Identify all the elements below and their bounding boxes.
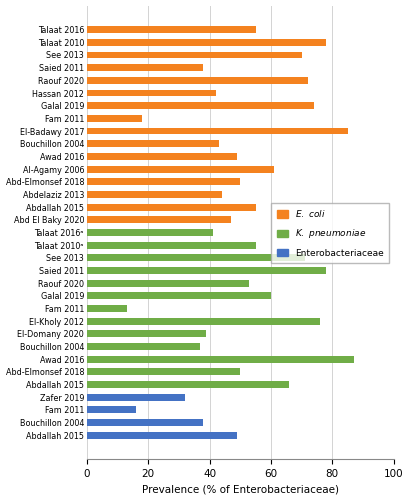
Bar: [87, 115, 142, 122]
Bar: [87, 267, 326, 274]
Bar: [87, 292, 271, 299]
Bar: [87, 26, 256, 33]
Bar: [87, 191, 222, 198]
Bar: [87, 318, 320, 324]
Bar: [87, 140, 219, 147]
Bar: [87, 254, 305, 261]
X-axis label: Prevalence (% of Enterobacteriaceae): Prevalence (% of Enterobacteriaceae): [142, 484, 339, 494]
Bar: [87, 229, 213, 236]
Bar: [87, 394, 185, 400]
Bar: [87, 432, 237, 438]
Bar: [87, 381, 289, 388]
Bar: [87, 64, 203, 71]
Bar: [87, 368, 240, 375]
Legend: $\it{E.\ coli}$, $\it{K.\ pneumoniae}$, Enterobacteriaceae: $\it{E.\ coli}$, $\it{K.\ pneumoniae}$, …: [272, 203, 389, 263]
Bar: [87, 280, 249, 286]
Bar: [87, 153, 237, 160]
Bar: [87, 90, 216, 96]
Bar: [87, 77, 308, 84]
Bar: [87, 216, 231, 223]
Bar: [87, 242, 256, 248]
Bar: [87, 39, 326, 46]
Bar: [87, 102, 314, 109]
Bar: [87, 178, 240, 185]
Bar: [87, 419, 203, 426]
Bar: [87, 204, 256, 210]
Bar: [87, 330, 207, 337]
Bar: [87, 128, 348, 134]
Bar: [87, 406, 136, 413]
Bar: [87, 166, 274, 172]
Bar: [87, 356, 354, 362]
Bar: [87, 343, 200, 350]
Bar: [87, 52, 301, 59]
Bar: [87, 305, 127, 312]
